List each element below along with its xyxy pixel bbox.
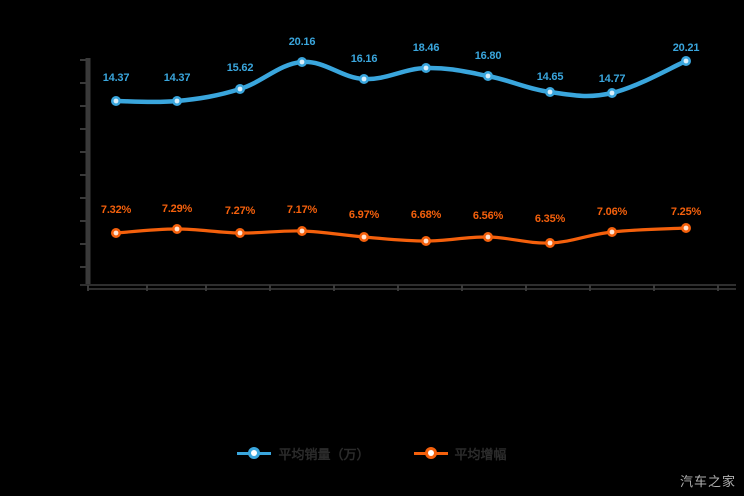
data-label: 15.62: [226, 62, 254, 74]
data-point-marker-core: [361, 76, 367, 82]
legend-item-sales[interactable]: 平均销量（万）: [237, 444, 370, 463]
data-label: 6.68%: [410, 209, 442, 221]
data-label: 6.56%: [472, 210, 504, 222]
legend-label-growth: 平均增幅: [454, 446, 507, 462]
data-label: 20.21: [672, 42, 700, 54]
data-label: 7.32%: [100, 204, 132, 216]
series-line-orange: [114, 226, 688, 245]
data-label: 7.29%: [161, 203, 193, 215]
data-label: 14.37: [163, 72, 191, 84]
data-label: 6.35%: [534, 213, 566, 225]
data-label: 7.25%: [670, 206, 702, 218]
data-point-marker-core: [361, 234, 367, 240]
data-label: 14.65: [536, 71, 564, 83]
data-label: 7.06%: [596, 206, 628, 218]
plot-area: 14.37 14.37 15.62 20.16 16.16 18.46 16.80 14.65…: [80, 36, 736, 291]
chart-legend: 平均销量（万） 平均增幅: [0, 438, 744, 468]
data-point-marker-core: [485, 234, 491, 240]
data-point-marker-core: [237, 86, 243, 92]
data-point-marker-core: [683, 225, 689, 231]
data-point-marker-core: [423, 238, 429, 244]
data-point-marker-core: [174, 226, 180, 232]
legend-item-growth[interactable]: 平均增幅: [413, 444, 507, 463]
data-point-marker-core: [237, 230, 243, 236]
data-label: 18.46: [412, 42, 440, 54]
data-point-marker-core: [609, 229, 615, 235]
legend-marker-icon-orange: [413, 447, 448, 459]
data-label: 20.16: [288, 36, 316, 48]
x-axis: [80, 284, 736, 291]
data-label: 7.27%: [224, 205, 256, 217]
data-point-marker-core: [299, 59, 305, 65]
data-label: 16.80: [474, 50, 502, 62]
watermark-autohome: 汽车之家: [679, 474, 736, 489]
legend-label-sales: 平均销量（万）: [278, 446, 370, 462]
data-point-marker-core: [113, 98, 119, 104]
data-label: 14.77: [598, 73, 626, 85]
data-label: 16.16: [350, 53, 378, 65]
data-point-marker-core: [174, 98, 180, 104]
data-point-marker-core: [683, 58, 689, 64]
series-markers-blue: [111, 56, 691, 106]
data-point-marker-core: [299, 228, 305, 234]
data-point-marker-core: [113, 230, 119, 236]
data-point-marker-core: [485, 73, 491, 79]
chart-canvas: [80, 56, 736, 291]
series-markers-orange: [111, 223, 691, 248]
data-point-marker-core: [547, 89, 553, 95]
y-axis: [80, 58, 91, 285]
data-point-marker-core: [609, 90, 615, 96]
legend-marker-icon-blue: [237, 447, 272, 459]
series-line-blue: [113, 58, 689, 105]
data-point-marker-core: [547, 240, 553, 246]
data-label: 7.17%: [286, 204, 318, 216]
data-point-marker-core: [423, 65, 429, 71]
data-label: 14.37: [102, 72, 130, 84]
data-label: 6.97%: [348, 209, 380, 221]
